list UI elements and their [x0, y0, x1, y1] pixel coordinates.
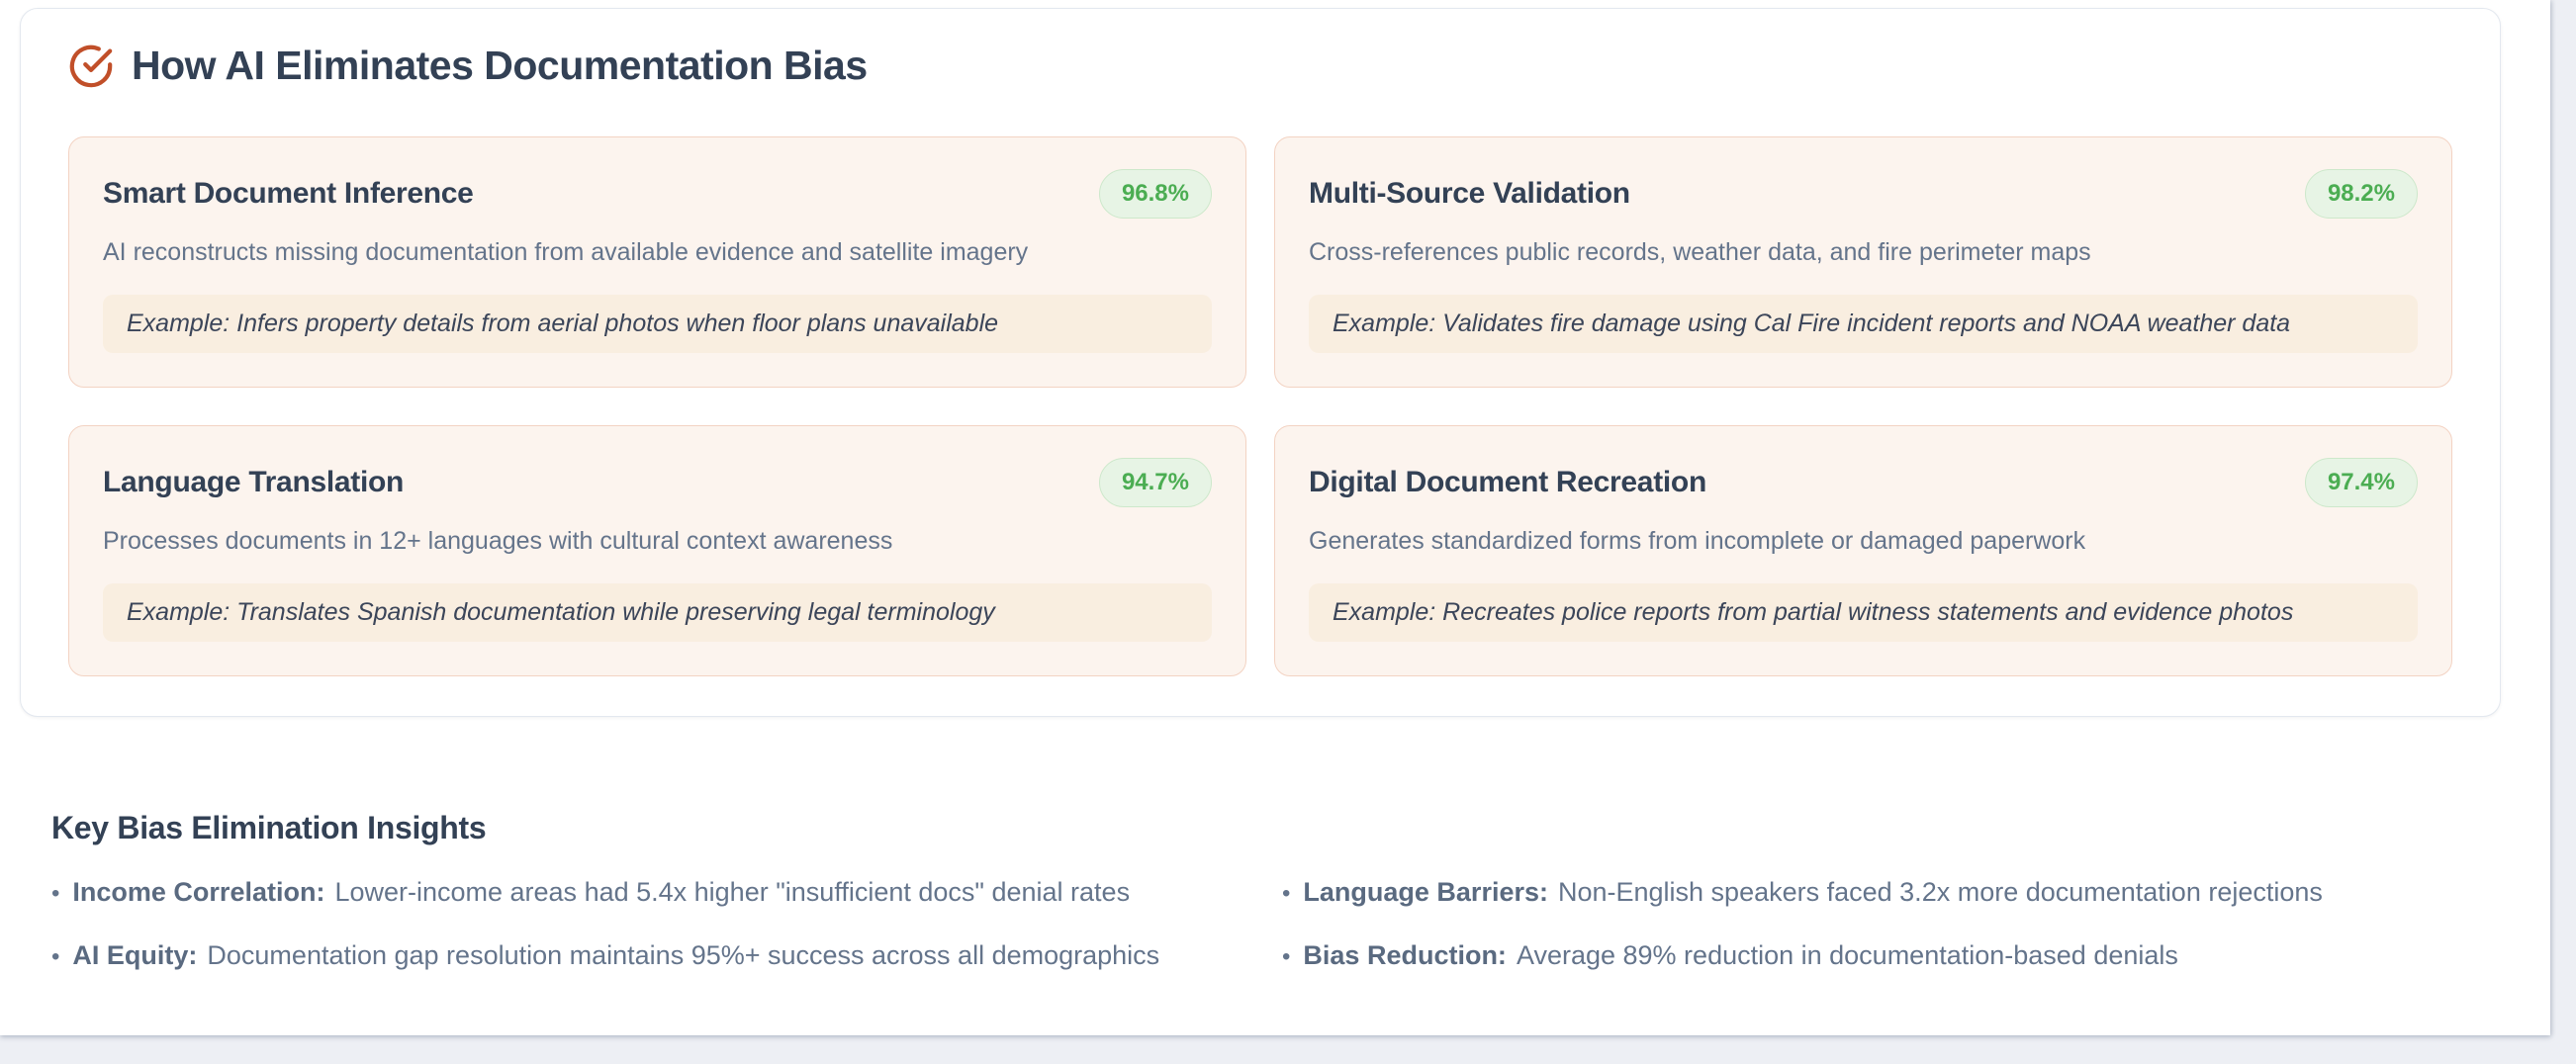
capability-description: Processes documents in 12+ languages wit… [103, 527, 893, 555]
capability-card-header: Language Translation 94.7% [103, 458, 1212, 507]
capability-title: Smart Document Inference [103, 177, 474, 210]
insights-section: Key Bias Elimination Insights Income Cor… [51, 810, 2505, 973]
capability-card-header: Smart Document Inference 96.8% [103, 169, 1212, 219]
insight-text: Documentation gap resolution maintains 9… [207, 939, 1160, 970]
bullet-icon [1282, 940, 1303, 970]
capability-example: Example: Recreates police reports from p… [1309, 583, 2418, 642]
capability-example: Example: Validates fire damage using Cal… [1309, 295, 2418, 353]
section-header: How AI Eliminates Documentation Bias [68, 43, 2452, 89]
insight-label: Income Correlation: [72, 877, 325, 907]
insight-label: AI Equity: [72, 939, 198, 970]
capability-card-header: Multi-Source Validation 98.2% [1309, 169, 2418, 219]
capability-card-header: Digital Document Recreation 97.4% [1309, 458, 2418, 507]
insights-grid: Income Correlation: Lower-income areas ha… [51, 876, 2505, 973]
section-title: How AI Eliminates Documentation Bias [132, 43, 868, 88]
insight-item-ai-equity: AI Equity: Documentation gap resolution m… [51, 939, 1274, 973]
check-circle-icon [68, 44, 114, 89]
capability-title: Language Translation [103, 466, 405, 498]
insight-label: Language Barriers: [1303, 877, 1548, 907]
accuracy-badge: 96.8% [1098, 169, 1212, 219]
insight-text: Lower-income areas had 5.4x higher "insu… [334, 877, 1131, 907]
insight-text: Non-English speakers faced 3.2x more doc… [1557, 877, 2323, 907]
capability-title: Digital Document Recreation [1309, 466, 1706, 498]
insight-item-bias-reduction: Bias Reduction: Average 89% reduction in … [1282, 939, 2505, 973]
capability-example: Example: Translates Spanish documentatio… [103, 583, 1212, 642]
capability-title: Multi-Source Validation [1309, 177, 1630, 210]
bullet-icon [1282, 877, 1303, 907]
bullet-icon [51, 940, 72, 970]
capability-description: Generates standardized forms from incomp… [1309, 527, 2086, 555]
insight-text: Average 89% reduction in documentation-b… [1516, 939, 2178, 970]
insight-label: Bias Reduction: [1303, 939, 1507, 970]
accuracy-badge: 94.7% [1098, 458, 1212, 507]
insight-item-language-barriers: Language Barriers: Non-English speakers f… [1282, 876, 2505, 910]
accuracy-badge: 97.4% [2304, 458, 2418, 507]
capability-card-digital-document-recreation: Digital Document Recreation 97.4% Genera… [1274, 425, 2452, 676]
capability-grid: Smart Document Inference 96.8% AI recons… [68, 136, 2452, 676]
capability-card-smart-document-inference: Smart Document Inference 96.8% AI recons… [68, 136, 1246, 388]
capability-card-multi-source-validation: Multi-Source Validation 98.2% Cross-refe… [1274, 136, 2452, 388]
capability-card-language-translation: Language Translation 94.7% Processes doc… [68, 425, 1246, 676]
accuracy-badge: 98.2% [2304, 169, 2418, 219]
bullet-icon [51, 877, 72, 907]
capability-description: AI reconstructs missing documentation fr… [103, 238, 1029, 266]
ai-bias-section-card: How AI Eliminates Documentation Bias Sma… [20, 8, 2501, 717]
capability-description: Cross-references public records, weather… [1309, 238, 2091, 266]
insights-title: Key Bias Elimination Insights [51, 810, 487, 845]
insight-item-income-correlation: Income Correlation: Lower-income areas ha… [51, 876, 1274, 910]
content-panel: How AI Eliminates Documentation Bias Sma… [0, 0, 2550, 1035]
capability-example: Example: Infers property details from ae… [103, 295, 1212, 353]
